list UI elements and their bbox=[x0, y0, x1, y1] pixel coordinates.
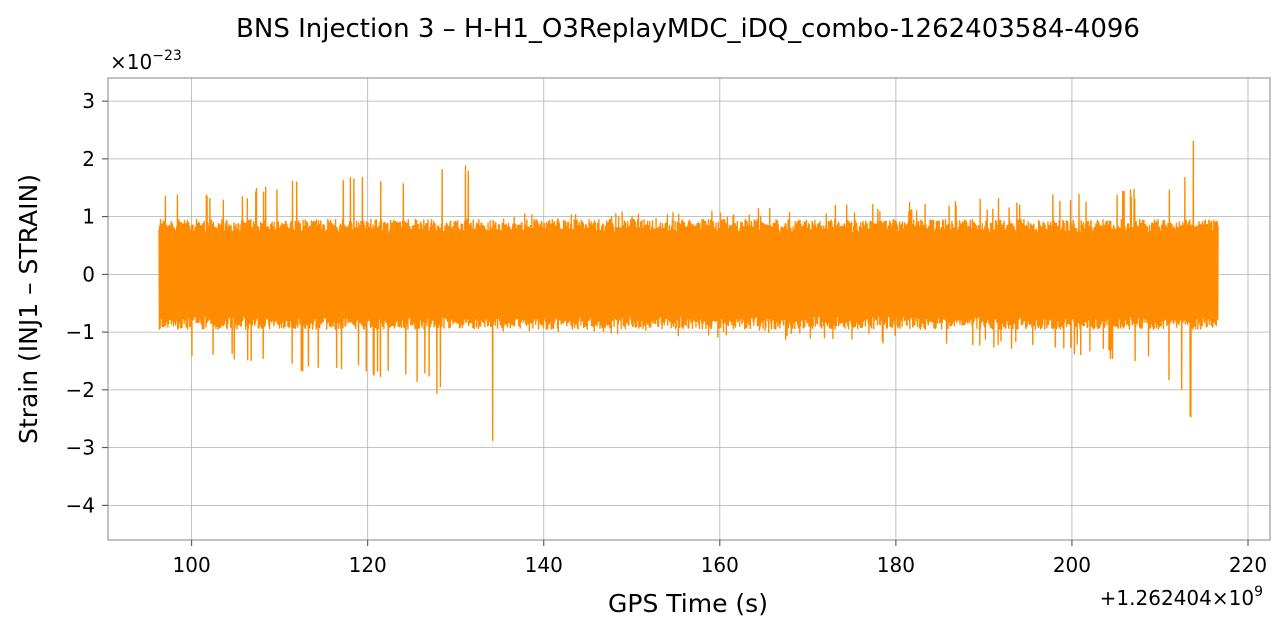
y-tick-label: −2 bbox=[66, 378, 95, 402]
x-ticks: 100 120 140 160 180 200 220 bbox=[173, 540, 1267, 577]
y-tick-label: 1 bbox=[82, 205, 95, 229]
plot-frame bbox=[107, 77, 1271, 541]
x-tick-label: 120 bbox=[349, 553, 387, 577]
y-ticks: −4 −3 −2 −1 0 1 2 3 bbox=[66, 89, 108, 517]
strain-series-line bbox=[158, 140, 1219, 442]
x-tick-label: 180 bbox=[877, 553, 915, 577]
y-tick-label: 3 bbox=[82, 89, 95, 113]
y-tick-label: −3 bbox=[66, 436, 95, 460]
x-offset-label: +1.262404×109 bbox=[1100, 584, 1263, 610]
x-tick-label: 140 bbox=[525, 553, 563, 577]
x-tick-label: 200 bbox=[1053, 553, 1091, 577]
chart-title: BNS Injection 3 – H-H1_O3ReplayMDC_iDQ_c… bbox=[236, 14, 1140, 44]
x-tick-label: 160 bbox=[701, 553, 739, 577]
series-layer bbox=[158, 140, 1219, 442]
y-tick-label: −4 bbox=[66, 493, 95, 517]
y-tick-label: −1 bbox=[66, 320, 95, 344]
y-axis-label: Strain (INJ1 – STRAIN) bbox=[14, 174, 43, 444]
x-tick-label: 100 bbox=[173, 553, 211, 577]
grid bbox=[108, 78, 1270, 540]
y-tick-label: 0 bbox=[82, 262, 95, 286]
y-scale-multiplier: ×10−23 bbox=[110, 48, 182, 74]
x-tick-label: 220 bbox=[1229, 553, 1267, 577]
x-axis-label: GPS Time (s) bbox=[608, 589, 768, 618]
y-tick-label: 2 bbox=[82, 147, 95, 171]
